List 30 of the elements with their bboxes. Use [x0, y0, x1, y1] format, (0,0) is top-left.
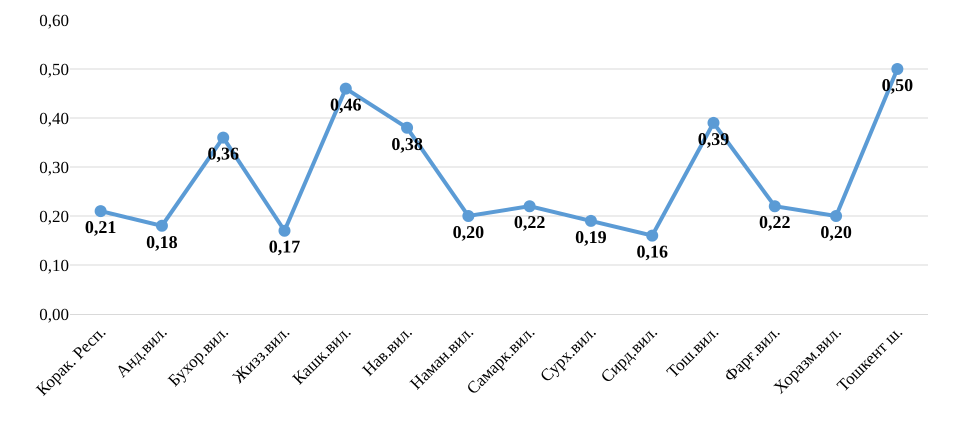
y-tick-label: 0,40: [39, 108, 69, 128]
data-label: 0,22: [514, 212, 546, 232]
point: [768, 200, 781, 212]
point: [584, 214, 597, 227]
point: [708, 116, 720, 129]
y-tick-label: 0,00: [39, 304, 69, 324]
point: [830, 210, 842, 222]
point: [646, 230, 658, 242]
data-label: 0,19: [575, 226, 607, 247]
point: [217, 132, 230, 144]
point: [401, 122, 414, 134]
y-tick-label: 0,50: [39, 60, 69, 79]
data-label: 0,20: [820, 222, 852, 242]
point: [278, 224, 290, 237]
point: [94, 205, 107, 218]
point: [891, 63, 904, 75]
data-label: 0,17: [268, 236, 300, 257]
y-tick-label: 0,20: [39, 206, 69, 226]
point: [156, 220, 168, 232]
data-label: 0,18: [146, 232, 178, 252]
y-tick-label: 0,60: [39, 10, 69, 30]
data-label: 0,16: [636, 242, 668, 262]
data-label: 0,20: [452, 222, 484, 242]
data-label: 0,21: [84, 217, 116, 238]
point: [340, 82, 352, 95]
y-tick-label: 0,10: [39, 256, 69, 275]
point: [462, 210, 474, 222]
point: [524, 200, 536, 212]
data-label: 0,22: [759, 212, 791, 232]
y-tick-label: 0,30: [39, 158, 69, 177]
